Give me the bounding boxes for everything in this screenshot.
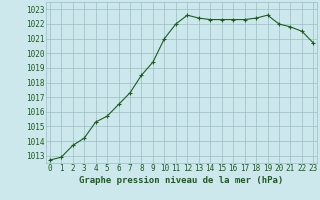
X-axis label: Graphe pression niveau de la mer (hPa): Graphe pression niveau de la mer (hPa) <box>79 176 284 185</box>
